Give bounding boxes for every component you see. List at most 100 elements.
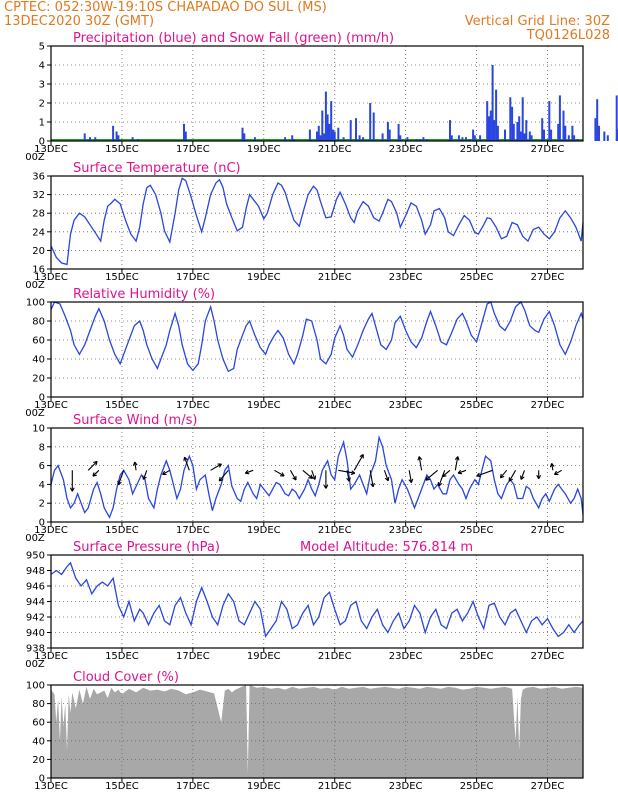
y-tick-label: 24 [32, 227, 45, 238]
y-tick-label: 0 [39, 774, 45, 785]
panel-title-wind: Surface Wind (m/s) [73, 413, 197, 428]
precip-bar [243, 133, 246, 141]
precip-bar [355, 118, 357, 141]
precip-bar [115, 131, 118, 141]
x-tick-label: 21DEC [318, 144, 352, 155]
precip-bar [493, 120, 496, 141]
x-tick-label: 23DEC [389, 144, 423, 155]
precip-bar [337, 127, 340, 141]
panel-frame [50, 175, 584, 270]
wind-arrow [162, 469, 171, 476]
y-tick-label: 20 [32, 374, 45, 385]
precip-bar [94, 137, 97, 141]
x-tick-label: 23DEC [389, 400, 423, 411]
wind-arrow [553, 469, 562, 476]
wind-arrow [519, 470, 526, 480]
wind-arrow [369, 470, 375, 488]
wind-arrow [132, 461, 138, 471]
x-tick-label: 27DEC [531, 272, 565, 283]
panel-title-pressure: Surface Pressure (hPa) [73, 540, 220, 555]
wind-arrow [323, 470, 329, 489]
x-tick-label: 13DEC [34, 144, 68, 155]
precip-bar [523, 133, 526, 141]
panel-frame [50, 45, 584, 142]
y-tick-label: 5 [39, 42, 45, 53]
x-tick-label: 25DEC [460, 400, 494, 411]
x-tick-label: 25DEC [460, 144, 494, 155]
x-overflow-label: 00Z [25, 533, 45, 544]
panel-frame [50, 684, 584, 779]
wind-arrow [289, 470, 297, 481]
precip-bar [342, 137, 345, 141]
pressure-line [50, 561, 584, 639]
wind-arrow [142, 470, 148, 480]
y-tick-label: 16 [32, 265, 45, 276]
precip-bar [521, 97, 524, 141]
precip-bar [319, 135, 322, 141]
x-tick-label: 21DEC [318, 272, 352, 283]
wind-arrow [383, 470, 390, 482]
precip-bar [349, 120, 352, 141]
x-tick-label: 25DEC [460, 781, 494, 792]
precip-bar [308, 129, 311, 141]
precip-bar [89, 137, 91, 141]
wind-arrow [454, 456, 460, 471]
panel-title-precip: Precipitation (blue) and Snow Fall (gree… [73, 31, 394, 46]
precip-bar [594, 118, 597, 141]
precip-bar [472, 129, 475, 141]
y-tick-label: 0 [39, 137, 45, 148]
wind-arrow [425, 469, 438, 481]
precip-bar [333, 131, 336, 141]
x-tick-label: 21DEC [318, 525, 352, 536]
y-tick-label: 60 [32, 336, 45, 347]
y-tick-label: 40 [32, 355, 45, 366]
x-tick-label: 15DEC [105, 400, 139, 411]
wind-arrow [69, 470, 75, 492]
precip-bar [324, 91, 327, 141]
x-tick-label: 19DEC [247, 651, 281, 662]
y-tick-label: 0 [39, 518, 45, 529]
wind-arrow [311, 470, 317, 480]
header-model-id: TQ0126L028 [526, 28, 610, 43]
precip-bar [83, 133, 86, 141]
wind-arrow [302, 469, 314, 479]
wind-arrow [346, 470, 351, 482]
y-tick-label: 4 [39, 61, 45, 72]
panel-title-temp: Surface Temperature (nC) [73, 161, 241, 176]
precip-bar [504, 129, 506, 141]
y-tick-label: 4 [39, 480, 45, 491]
precip-bar [321, 110, 324, 141]
precip-bar [253, 137, 256, 141]
y-tick-label: 36 [32, 172, 45, 183]
y-tick-label: 944 [26, 597, 45, 608]
precip-bar [386, 122, 389, 141]
precip-bar [358, 135, 361, 141]
x-tick-label: 17DEC [176, 400, 210, 411]
precip-bar [488, 116, 490, 141]
wind-arrow [353, 454, 364, 471]
precip-bar [509, 97, 512, 141]
precip-bar [422, 137, 425, 141]
wind-arrow [274, 469, 285, 477]
header-title: CPTEC: 052:30W-19:10S CHAPADAO DO SUL (M… [4, 0, 327, 15]
x-tick-label: 13DEC [34, 525, 68, 536]
precip-bar [316, 131, 318, 141]
precip-bar [381, 133, 384, 141]
precip-bar [564, 125, 567, 141]
x-tick-label: 25DEC [460, 272, 494, 283]
wind-arrow [408, 470, 414, 484]
wind-arrow [92, 469, 100, 477]
header-grid-line: Vertical Grid Line: 30Z [464, 14, 610, 29]
x-tick-label: 23DEC [389, 651, 423, 662]
x-tick-label: 27DEC [531, 144, 565, 155]
y-tick-label: 942 [26, 613, 45, 624]
precip-bar [330, 101, 333, 141]
wind-arrow [441, 469, 451, 478]
wind-line [50, 434, 584, 519]
x-tick-label: 17DEC [176, 272, 210, 283]
wind-arrow [218, 469, 229, 482]
y-tick-label: 100 [26, 298, 45, 309]
x-tick-label: 23DEC [389, 525, 423, 536]
x-tick-label: 25DEC [460, 525, 494, 536]
